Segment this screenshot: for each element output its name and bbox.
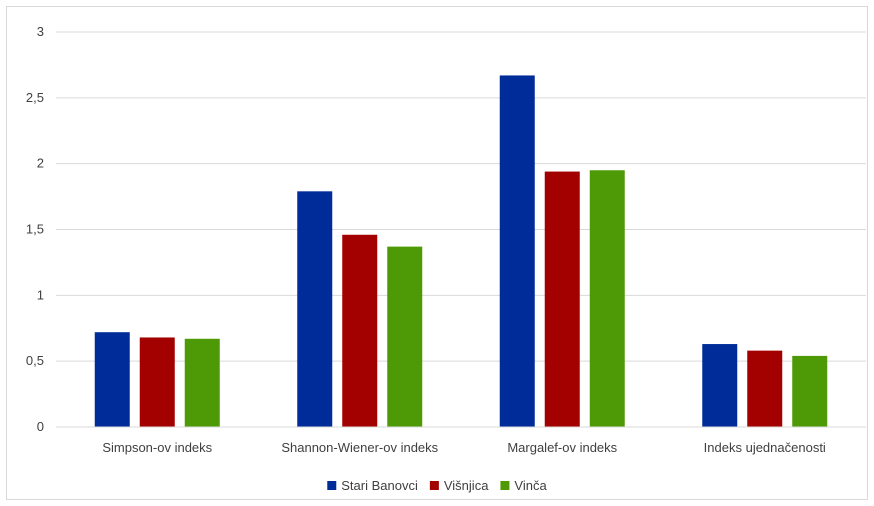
bar-3-4 <box>792 355 828 427</box>
legend: Stari Banovci Višnjica Vinča <box>327 478 547 493</box>
legend-item: Višnjica <box>429 478 489 493</box>
bar-2-3 <box>544 171 580 427</box>
legend-swatch <box>500 481 510 490</box>
bar-3-1 <box>184 338 220 427</box>
y-tick-label: 3 <box>37 24 44 39</box>
bar-1-4 <box>702 344 738 427</box>
chart-frame <box>6 6 868 500</box>
bar-1-1 <box>94 332 130 427</box>
legend-item: Vinča <box>500 478 547 493</box>
gridlines <box>56 31 866 362</box>
x-category-label: Margalef-ov indeks <box>507 440 617 455</box>
x-category-label: Simpson-ov indeks <box>102 440 212 455</box>
legend-swatch <box>327 481 337 490</box>
legend-swatch <box>429 481 439 490</box>
bars <box>94 75 828 427</box>
y-tick-label: 1,5 <box>26 222 44 237</box>
y-tick-label: 1 <box>37 287 44 302</box>
y-tick-label: 0 <box>37 419 44 434</box>
y-tick-label: 2,5 <box>26 90 44 105</box>
bar-2-2 <box>342 234 378 427</box>
bar-2-4 <box>747 350 783 427</box>
bar-3-2 <box>387 246 423 427</box>
legend-label: Višnjica <box>444 478 489 493</box>
bar-2-1 <box>139 337 175 427</box>
legend-label: Stari Banovci <box>341 478 418 493</box>
bar-1-2 <box>297 191 333 427</box>
x-category-label: Indeks ujednačenosti <box>704 440 826 455</box>
x-axis-labels: Simpson-ov indeks Shannon-Wiener-ov indek… <box>102 440 826 455</box>
y-axis-ticks: 0 0,5 1 1,5 2 2,5 3 <box>26 24 44 434</box>
legend-label: Vinča <box>514 478 547 493</box>
y-tick-label: 0,5 <box>26 353 44 368</box>
x-category-label: Shannon-Wiener-ov indeks <box>281 440 438 455</box>
legend-item: Stari Banovci <box>327 478 418 493</box>
y-tick-label: 2 <box>37 156 44 171</box>
bar-1-3 <box>499 75 535 427</box>
bar-3-3 <box>589 170 625 427</box>
